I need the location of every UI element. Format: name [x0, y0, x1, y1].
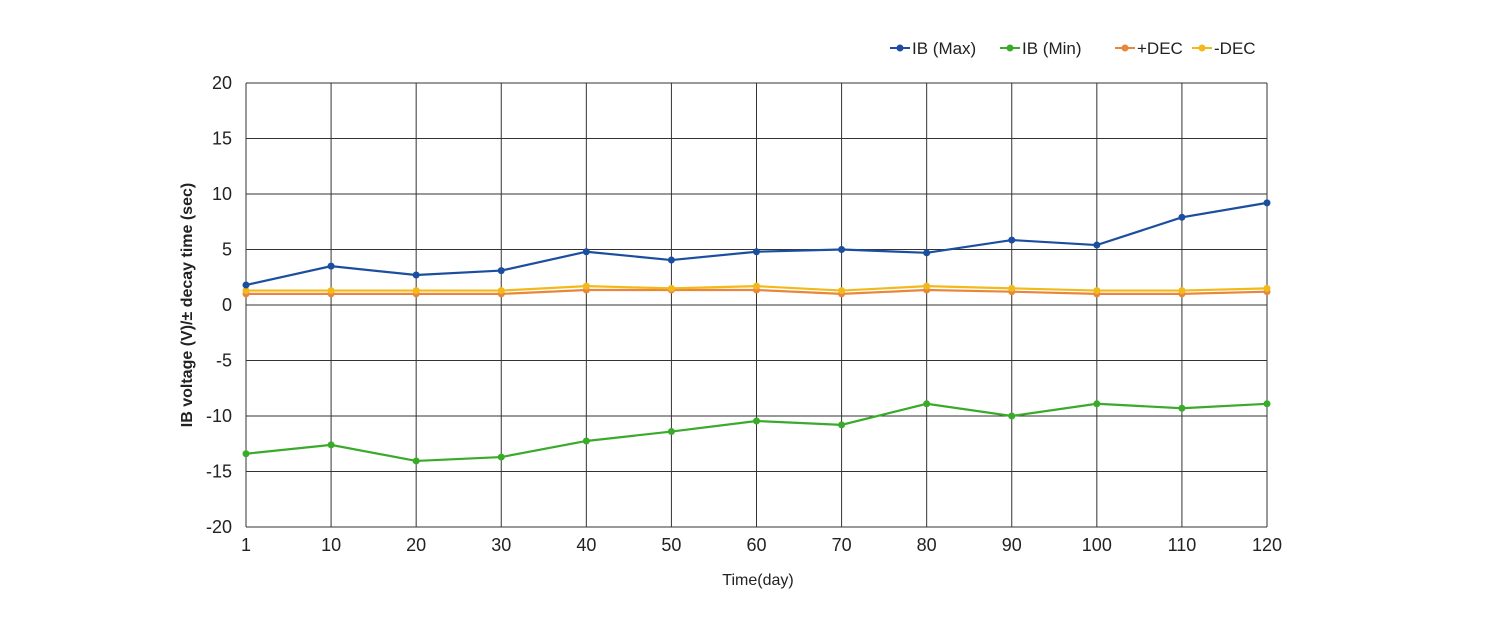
x-tick-label: 70	[832, 535, 852, 555]
data-point	[667, 428, 675, 436]
y-tick-label: 10	[212, 184, 232, 204]
x-tick-label: 80	[917, 535, 937, 555]
data-point	[327, 287, 335, 295]
data-point	[1263, 284, 1271, 292]
data-point	[1263, 199, 1271, 207]
data-point	[1093, 400, 1101, 408]
data-point	[1008, 412, 1016, 420]
data-point	[1093, 287, 1101, 295]
x-tick-label: 60	[746, 535, 766, 555]
legend-marker	[896, 44, 904, 52]
data-point	[838, 246, 846, 253]
data-point	[1008, 284, 1016, 292]
data-point	[497, 267, 505, 275]
grid	[245, 82, 1268, 528]
data-point	[497, 287, 505, 295]
x-tick-label: 40	[576, 535, 596, 555]
series-group	[242, 199, 1271, 465]
y-tick-label: -20	[206, 517, 232, 537]
legend-label: IB (Max)	[912, 39, 976, 58]
legend-label: +DEC	[1137, 39, 1183, 58]
data-point	[242, 281, 250, 289]
data-point	[582, 437, 590, 445]
legend-label: IB (Min)	[1022, 39, 1082, 58]
data-point	[923, 249, 931, 257]
x-tick-label: 1	[241, 535, 251, 555]
data-point	[412, 457, 420, 465]
y-tick-label: -15	[206, 462, 232, 482]
legend-label: -DEC	[1214, 39, 1256, 58]
x-tick-label: 20	[406, 535, 426, 555]
data-point	[838, 421, 846, 429]
y-axis-label: IB voltage (V)/± decay time (sec)	[179, 183, 196, 427]
data-point	[667, 284, 675, 292]
x-tick-label: 120	[1252, 535, 1282, 555]
legend-marker	[1006, 44, 1014, 52]
data-point	[923, 400, 931, 408]
y-tick-label: 15	[212, 129, 232, 149]
y-tick-label: 5	[222, 240, 232, 260]
x-tick-label: 110	[1168, 535, 1197, 555]
data-point	[1093, 241, 1101, 249]
data-point	[1178, 213, 1186, 221]
legend-marker	[1121, 44, 1129, 52]
data-point	[327, 441, 335, 449]
x-tick-label: 50	[661, 535, 681, 555]
data-point	[582, 282, 590, 290]
data-point	[753, 248, 760, 256]
data-point	[327, 262, 335, 270]
x-axis-label: Time(day)	[722, 572, 793, 589]
y-tick-label: -5	[216, 351, 232, 371]
data-point	[923, 282, 931, 290]
x-tick-label: 100	[1082, 535, 1112, 555]
data-point	[412, 271, 420, 279]
y-tick-label: 20	[212, 73, 232, 93]
data-point	[497, 453, 505, 461]
data-point	[667, 256, 675, 264]
x-tick-label: 30	[491, 535, 511, 555]
data-point	[838, 287, 846, 295]
data-point	[753, 417, 760, 425]
data-point	[242, 450, 250, 458]
data-point	[1008, 236, 1016, 244]
data-point	[582, 248, 590, 256]
data-point	[412, 287, 420, 295]
data-point	[1263, 400, 1271, 408]
data-point	[1178, 404, 1186, 412]
legend-marker	[1198, 44, 1206, 52]
data-point	[242, 287, 250, 295]
y-tick-label: -10	[206, 406, 232, 426]
y-tick-label: 0	[222, 295, 232, 315]
x-tick-label: 90	[1002, 535, 1022, 555]
x-tick-label: 10	[321, 535, 341, 555]
data-point	[753, 282, 760, 290]
data-point	[1178, 287, 1186, 295]
legend: IB (Max) IB (Min) +DEC -DEC	[890, 39, 1256, 58]
